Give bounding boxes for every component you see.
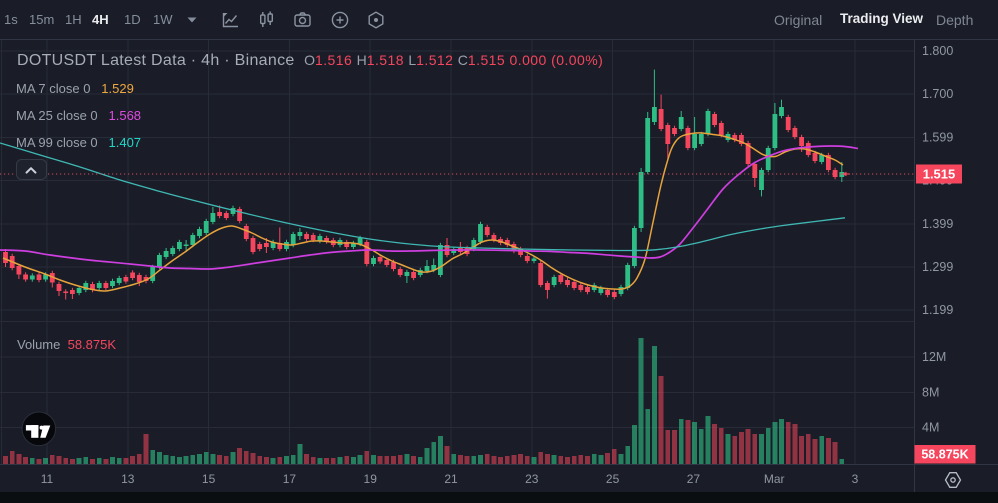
svg-text:13: 13 <box>121 472 135 486</box>
svg-text:1.299: 1.299 <box>922 260 953 274</box>
svg-text:1.599: 1.599 <box>922 130 953 144</box>
svg-text:1.800: 1.800 <box>922 44 953 58</box>
svg-text:19: 19 <box>364 472 378 486</box>
svg-text:1.515: 1.515 <box>923 167 956 182</box>
svg-text:17: 17 <box>283 472 297 486</box>
svg-text:1.199: 1.199 <box>922 303 953 317</box>
svg-text:8M: 8M <box>922 385 939 399</box>
svg-text:1.700: 1.700 <box>922 87 953 101</box>
svg-text:1.399: 1.399 <box>922 217 953 231</box>
svg-text:Mar: Mar <box>764 472 785 486</box>
svg-text:4M: 4M <box>922 421 939 435</box>
svg-text:58.875K: 58.875K <box>921 448 968 462</box>
svg-text:15: 15 <box>202 472 216 486</box>
svg-text:12M: 12M <box>922 350 946 364</box>
svg-text:3: 3 <box>852 472 859 486</box>
svg-text:21: 21 <box>444 472 458 486</box>
svg-text:25: 25 <box>606 472 620 486</box>
svg-text:27: 27 <box>687 472 701 486</box>
svg-text:11: 11 <box>41 472 54 486</box>
svg-text:23: 23 <box>525 472 539 486</box>
